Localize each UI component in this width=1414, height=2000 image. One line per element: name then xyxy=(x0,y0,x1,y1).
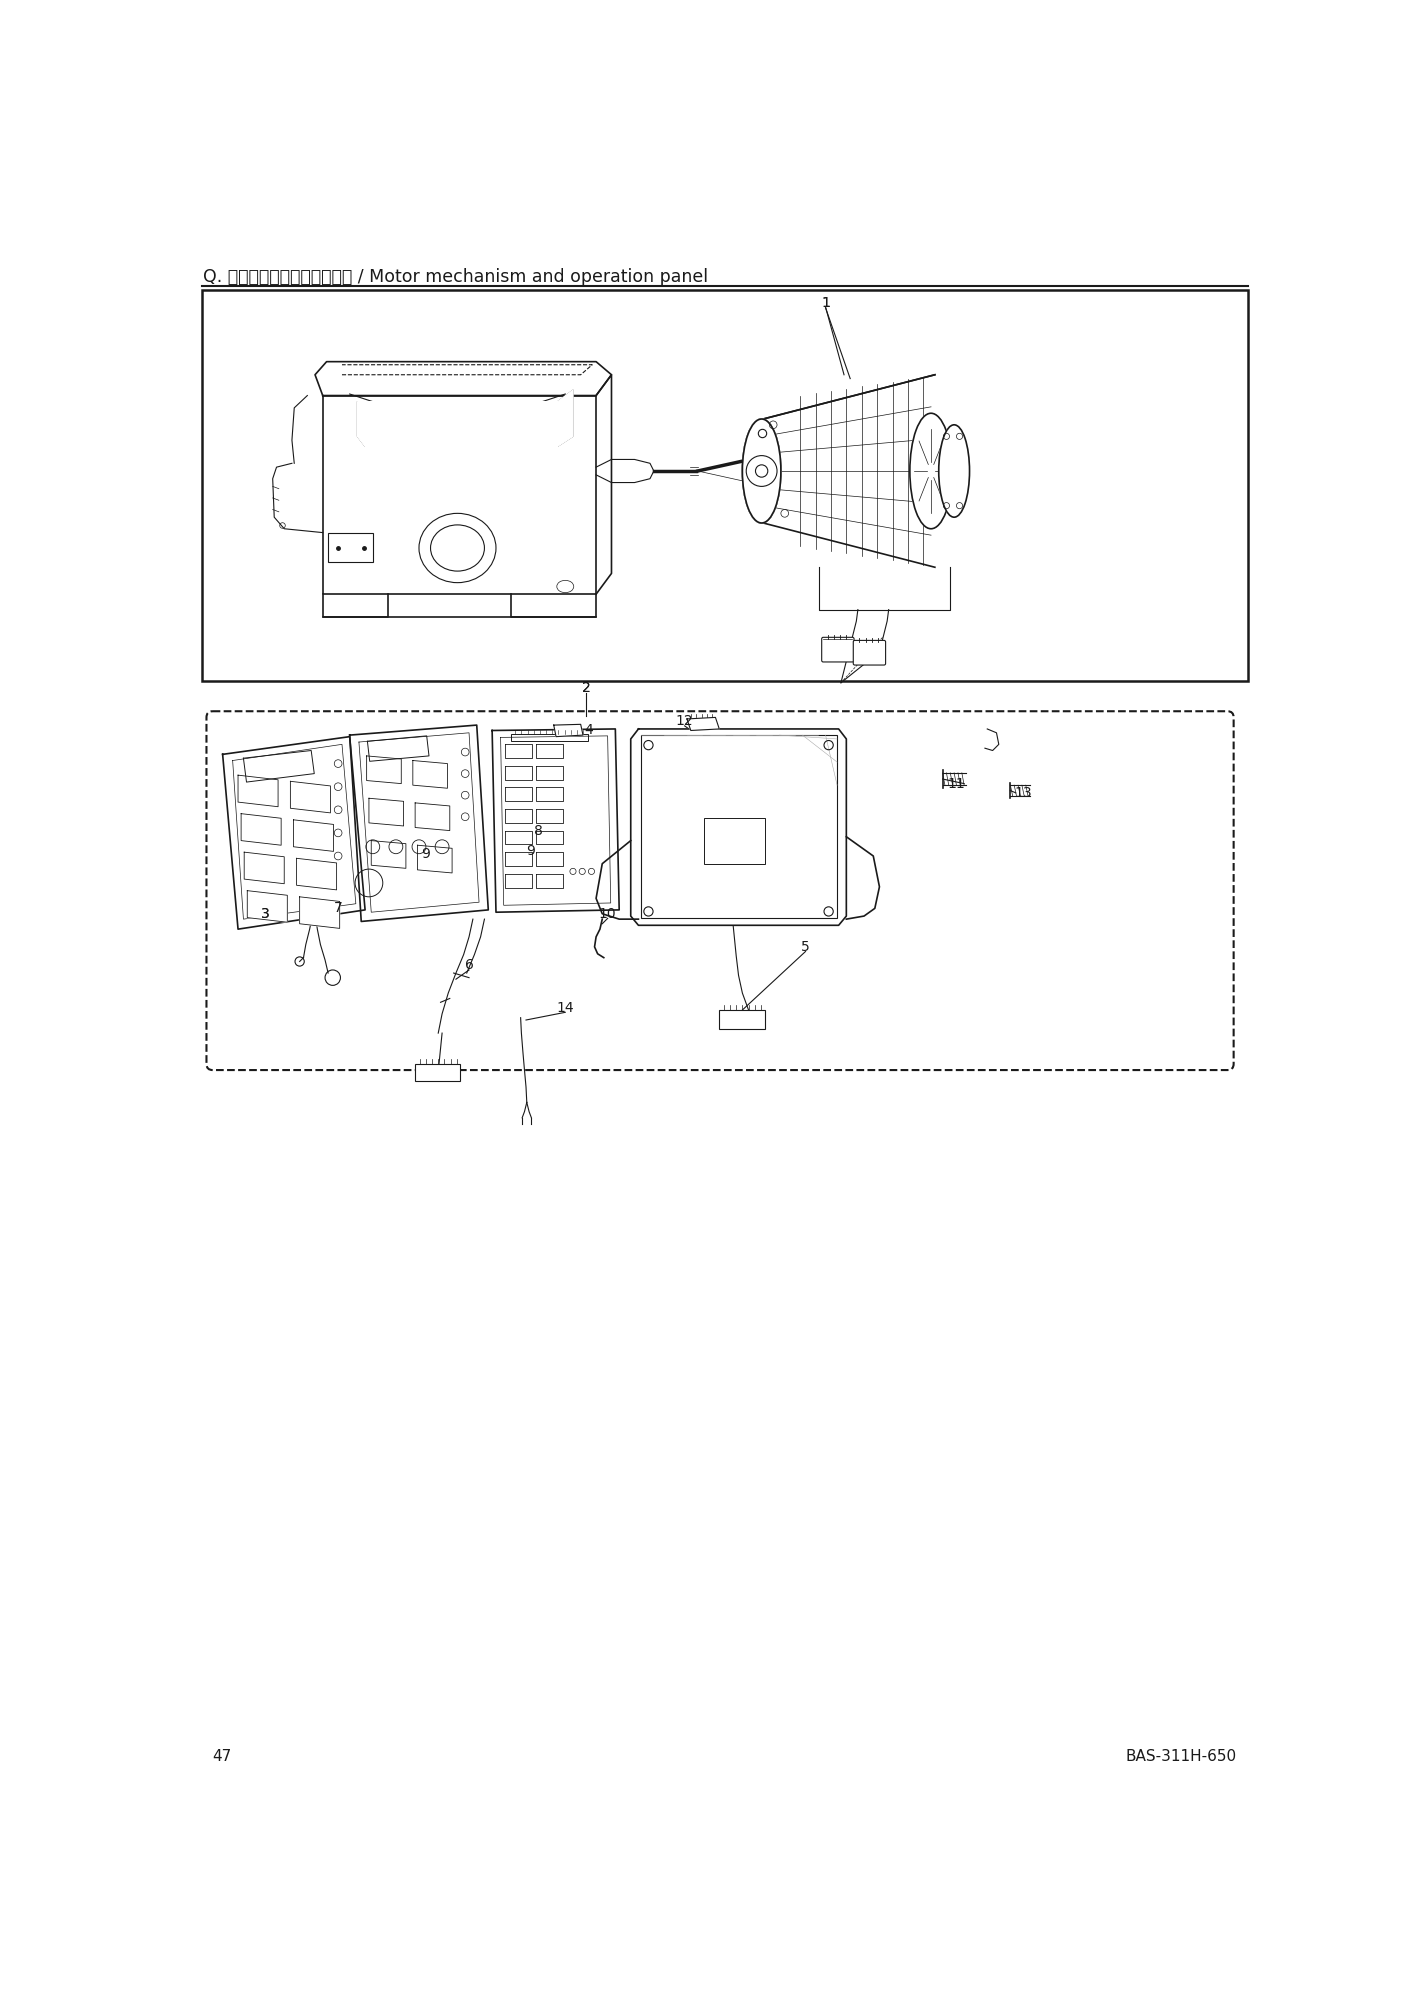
Text: 4: 4 xyxy=(584,724,592,738)
Text: 9: 9 xyxy=(526,844,534,858)
Polygon shape xyxy=(222,736,365,930)
Polygon shape xyxy=(349,726,488,922)
Polygon shape xyxy=(358,390,573,446)
Polygon shape xyxy=(492,728,619,912)
Polygon shape xyxy=(631,728,847,926)
Text: 13: 13 xyxy=(1015,786,1032,800)
Text: BAS-311H-650: BAS-311H-650 xyxy=(1126,1748,1237,1764)
Text: 2: 2 xyxy=(581,682,591,696)
Text: 14: 14 xyxy=(557,1000,574,1014)
Text: 5: 5 xyxy=(802,940,810,954)
Text: 12: 12 xyxy=(676,714,693,728)
Polygon shape xyxy=(290,782,331,812)
Bar xyxy=(641,736,837,918)
Text: 3: 3 xyxy=(260,906,269,920)
Polygon shape xyxy=(238,776,279,806)
Text: 8: 8 xyxy=(534,824,543,838)
Polygon shape xyxy=(247,890,287,922)
Text: 11: 11 xyxy=(947,776,966,790)
Bar xyxy=(202,290,1247,682)
Text: 2: 2 xyxy=(581,682,591,696)
Text: 1: 1 xyxy=(822,296,830,310)
Polygon shape xyxy=(687,718,720,730)
Polygon shape xyxy=(297,858,337,890)
Text: Q. モーター・操作パネル関係 / Motor mechanism and operation panel: Q. モーター・操作パネル関係 / Motor mechanism and op… xyxy=(204,268,708,286)
Bar xyxy=(328,532,373,562)
Polygon shape xyxy=(245,852,284,884)
Bar xyxy=(512,734,588,742)
Bar xyxy=(704,818,765,864)
FancyBboxPatch shape xyxy=(853,640,885,666)
Text: 6: 6 xyxy=(465,958,474,972)
Polygon shape xyxy=(413,760,447,788)
Polygon shape xyxy=(300,896,339,928)
Polygon shape xyxy=(294,820,334,852)
Text: 47: 47 xyxy=(212,1748,232,1764)
Text: 3: 3 xyxy=(260,906,269,920)
Polygon shape xyxy=(417,846,452,872)
FancyBboxPatch shape xyxy=(720,1010,765,1030)
Text: 10: 10 xyxy=(598,906,617,920)
Polygon shape xyxy=(416,802,450,830)
Polygon shape xyxy=(554,724,583,736)
Ellipse shape xyxy=(909,414,952,528)
Polygon shape xyxy=(369,798,403,826)
Polygon shape xyxy=(366,756,402,784)
Ellipse shape xyxy=(742,420,781,522)
FancyBboxPatch shape xyxy=(822,638,854,662)
Text: 1: 1 xyxy=(822,296,830,310)
Ellipse shape xyxy=(939,424,970,518)
Text: 9: 9 xyxy=(421,848,430,862)
Polygon shape xyxy=(372,840,406,868)
Polygon shape xyxy=(242,814,281,846)
FancyBboxPatch shape xyxy=(416,1064,460,1080)
Text: 7: 7 xyxy=(334,902,342,916)
